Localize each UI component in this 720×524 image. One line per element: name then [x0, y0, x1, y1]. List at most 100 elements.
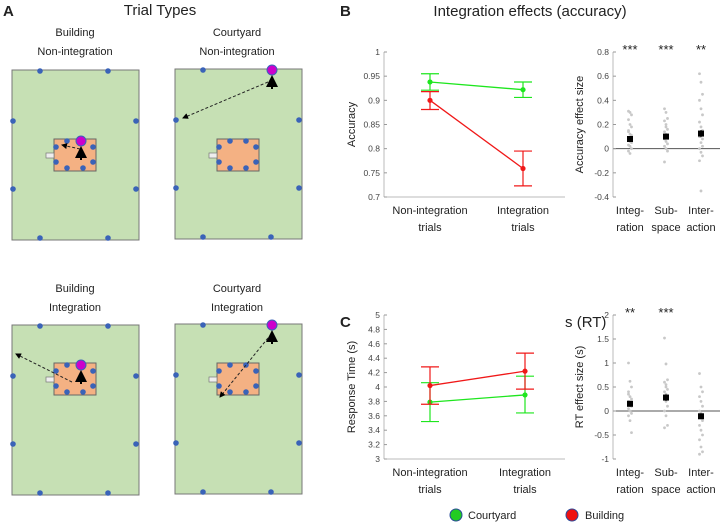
individual-point: [628, 123, 632, 126]
building-area: [216, 362, 260, 396]
data-point-building: [427, 382, 433, 389]
individual-point: [664, 125, 668, 129]
landmark-dot: [80, 165, 86, 171]
individual-point: [663, 119, 666, 123]
individual-point: [664, 123, 668, 126]
individual-point: [666, 404, 669, 408]
individual-point: [663, 130, 666, 134]
individual-point: [698, 452, 701, 456]
y-tick-label: 0: [604, 406, 609, 416]
series-line-courtyard: [429, 81, 524, 91]
individual-point: [698, 72, 701, 76]
individual-point: [701, 92, 704, 96]
landmark-dot: [10, 441, 16, 447]
landmark-dot: [296, 185, 302, 191]
landmark-dot: [90, 368, 96, 374]
chart-acc: 0.7 0.75 0.8 0.85 0.9 0.95 1 Accuracy Non-integr…: [346, 47, 565, 234]
landmark-dot: [296, 372, 302, 378]
individual-point: [699, 385, 703, 389]
landmark-dot: [90, 159, 96, 165]
y-axis-label: Response Time (s): [346, 341, 358, 433]
individual-point: [664, 400, 668, 403]
x-tick-label: Sub-: [654, 467, 678, 479]
x-tick-label: trials: [513, 484, 537, 496]
landmark-dot: [268, 234, 274, 240]
significance-stars: **: [696, 42, 706, 57]
individual-point: [701, 113, 704, 117]
trial-map: Building Integration: [10, 283, 140, 496]
y-tick-label: -0.2: [594, 168, 609, 178]
landmark-dot: [227, 138, 233, 144]
individual-point: [701, 450, 704, 454]
landmark-dot: [105, 490, 111, 496]
individual-point: [628, 152, 632, 155]
x-tick-label: space: [651, 222, 680, 234]
data-point-building: [520, 165, 526, 172]
x-tick-label: Integration: [499, 467, 551, 479]
individual-point: [666, 127, 669, 131]
individual-point: [664, 140, 668, 143]
landmark-dot: [10, 118, 16, 124]
x-tick-label: Integration: [497, 205, 549, 217]
y-tick-label: 0.75: [363, 168, 380, 178]
data-point-courtyard: [427, 79, 433, 85]
building-area: [53, 138, 97, 172]
significance-stars: ***: [622, 42, 637, 57]
landmark-dot: [105, 235, 111, 241]
y-tick-label: 0.95: [363, 71, 380, 81]
landmark-dot: [173, 440, 179, 446]
individual-point: [699, 80, 703, 84]
individual-point: [698, 409, 701, 413]
y-tick-label: 4: [375, 382, 380, 392]
x-tick-label: Non-integration: [392, 467, 467, 479]
y-tick-label: 4.8: [368, 324, 380, 334]
landmark-dot: [173, 117, 179, 123]
landmark-dot: [268, 489, 274, 495]
y-tick-label: 0.2: [597, 120, 609, 130]
landmark-dot: [200, 489, 206, 495]
individual-point: [701, 144, 704, 148]
y-tick-label: 3.4: [368, 425, 380, 435]
map-title-line2: Integration: [49, 302, 101, 314]
y-tick-label: 1: [375, 47, 380, 57]
individual-point: [698, 395, 701, 398]
x-tick-label: action: [686, 222, 715, 234]
y-tick-label: 3.8: [368, 396, 380, 406]
individual-point: [699, 107, 703, 111]
y-tick-label: 0.4: [597, 95, 609, 105]
landmark-dot: [37, 235, 43, 241]
individual-point: [663, 380, 666, 384]
target-dot: [266, 319, 278, 331]
landmark-dot: [216, 368, 222, 374]
individual-point: [699, 141, 703, 145]
y-axis-label: Accuracy effect size: [574, 76, 586, 174]
x-tick-label: Non-integration: [392, 205, 467, 217]
individual-point: [630, 412, 633, 415]
landmark-dot: [227, 362, 233, 368]
mean-marker: [663, 394, 669, 401]
data-point-building: [522, 368, 528, 374]
individual-point: [628, 379, 632, 383]
landmark-dot: [133, 373, 139, 379]
landmark-dot: [227, 165, 233, 171]
y-tick-label: 0.7: [368, 192, 380, 202]
data-point-building: [427, 97, 433, 103]
individual-point: [666, 424, 669, 427]
courtyard-area: [174, 323, 303, 495]
map-title-line2: Integration: [211, 302, 263, 314]
map-title-line1: Building: [55, 27, 94, 39]
y-tick-label: 0.6: [597, 71, 609, 81]
trial-map: Courtyard Non-integration: [173, 27, 303, 240]
y-axis-label: RT effect size (s): [574, 346, 586, 429]
landmark-dot: [10, 373, 16, 379]
legend-courtyard-label: Courtyard: [468, 510, 516, 522]
landmark-dot: [37, 323, 43, 329]
landmark-dot: [253, 159, 259, 165]
y-tick-label: 3.6: [368, 411, 380, 421]
landmark-dot: [10, 186, 16, 192]
individual-point: [627, 407, 630, 410]
significance-stars: ***: [658, 42, 673, 57]
individual-point: [701, 137, 704, 141]
series-line-building: [429, 370, 526, 387]
